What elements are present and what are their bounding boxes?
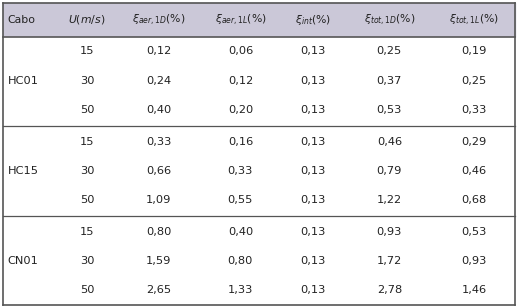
Bar [3,247,515,276]
Text: 0,13: 0,13 [301,47,326,56]
Text: 50: 50 [80,105,94,115]
Text: 30: 30 [80,75,94,86]
Text: HC15: HC15 [8,166,39,176]
Bar [3,95,515,124]
Bar [3,3,515,37]
Text: 0,13: 0,13 [301,105,326,115]
Text: 0,46: 0,46 [462,166,486,176]
Text: 0,29: 0,29 [461,137,486,147]
Text: 15: 15 [80,227,94,237]
Text: 1,59: 1,59 [146,256,171,266]
Text: 50: 50 [80,195,94,205]
Text: 0,20: 0,20 [228,105,253,115]
Text: 0,13: 0,13 [301,227,326,237]
Text: HC01: HC01 [8,75,39,86]
Text: 0,68: 0,68 [461,195,486,205]
Text: 2,65: 2,65 [146,286,171,295]
Text: 1,46: 1,46 [462,286,486,295]
Text: 0,79: 0,79 [377,166,402,176]
Bar [3,185,515,215]
Text: Cabo: Cabo [8,15,36,25]
Text: 30: 30 [80,166,94,176]
Text: 0,33: 0,33 [228,166,253,176]
Text: 0,25: 0,25 [461,75,486,86]
Text: 0,53: 0,53 [377,105,402,115]
Text: 0,37: 0,37 [377,75,402,86]
Text: 1,72: 1,72 [377,256,402,266]
Text: 0,93: 0,93 [377,227,402,237]
Text: 0,06: 0,06 [228,47,253,56]
Text: 1,22: 1,22 [377,195,402,205]
Bar [3,66,515,95]
Text: 30: 30 [80,256,94,266]
Text: $\xi_{int}(\%)$: $\xi_{int}(\%)$ [295,13,332,27]
Text: $U(m/s)$: $U(m/s)$ [68,14,106,26]
Text: 0,12: 0,12 [228,75,253,86]
Text: 0,19: 0,19 [461,47,486,56]
Text: 0,93: 0,93 [461,256,486,266]
Text: CN01: CN01 [8,256,39,266]
Text: 15: 15 [80,137,94,147]
Bar [3,217,515,247]
Text: 50: 50 [80,286,94,295]
Text: 0,13: 0,13 [301,286,326,295]
Text: 15: 15 [80,47,94,56]
Text: 0,12: 0,12 [146,47,171,56]
Text: 0,13: 0,13 [301,166,326,176]
Text: 2,78: 2,78 [377,286,402,295]
Text: 0,46: 0,46 [377,137,402,147]
Text: $\xi_{tot,1L}(\%)$: $\xi_{tot,1L}(\%)$ [449,12,499,27]
Text: 0,13: 0,13 [301,256,326,266]
Text: 0,24: 0,24 [146,75,171,86]
Text: 0,80: 0,80 [146,227,171,237]
Text: 0,25: 0,25 [377,47,402,56]
Text: 0,16: 0,16 [228,137,253,147]
Bar [3,127,515,156]
Text: 0,33: 0,33 [146,137,171,147]
Text: 1,33: 1,33 [228,286,253,295]
Text: 0,33: 0,33 [461,105,486,115]
Text: 0,53: 0,53 [461,227,486,237]
Text: 0,13: 0,13 [301,137,326,147]
Text: 0,80: 0,80 [228,256,253,266]
Text: $\xi_{aer,1D}(\%)$: $\xi_{aer,1D}(\%)$ [132,12,185,27]
Text: $\xi_{aer,1L}(\%)$: $\xi_{aer,1L}(\%)$ [214,12,266,27]
Text: 0,40: 0,40 [228,227,253,237]
Bar [3,37,515,66]
Text: 0,13: 0,13 [301,195,326,205]
Bar [3,276,515,305]
Text: 0,40: 0,40 [146,105,171,115]
Text: 1,09: 1,09 [146,195,171,205]
Bar [3,156,515,185]
Text: 0,55: 0,55 [228,195,253,205]
Text: 0,13: 0,13 [301,75,326,86]
Text: 0,66: 0,66 [146,166,171,176]
Text: $\xi_{tot,1D}(\%)$: $\xi_{tot,1D}(\%)$ [364,12,415,27]
